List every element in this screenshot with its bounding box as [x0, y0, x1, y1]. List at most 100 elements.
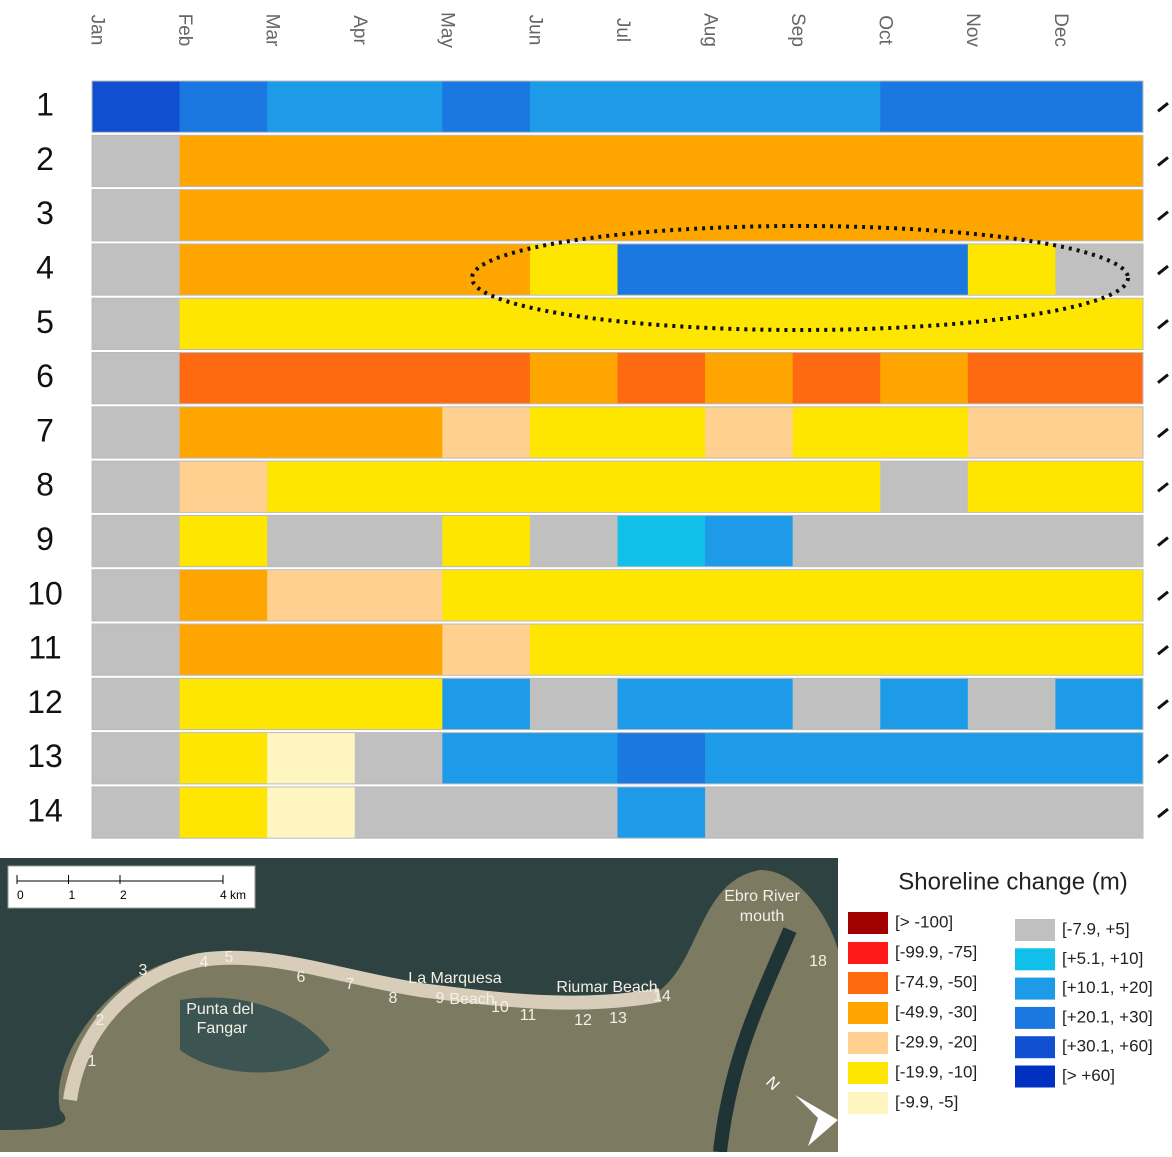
heatmap-cell — [267, 298, 355, 349]
x-tick-label: Nov — [962, 13, 983, 47]
legend-label: [+10.1, +20] — [1062, 978, 1153, 997]
heatmap-cell — [267, 135, 355, 186]
heatmap-cell — [880, 190, 968, 241]
x-tick-label: Aug — [699, 13, 720, 47]
legend-swatch — [1015, 919, 1055, 941]
heatmap-cell — [880, 461, 968, 512]
heatmap-cell — [618, 515, 706, 566]
legend-label: [-29.9, -20] — [895, 1032, 977, 1051]
heatmap-cell — [618, 407, 706, 458]
heatmap-cell — [968, 678, 1056, 729]
site-label: 4 — [200, 954, 209, 971]
heatmap-cell — [618, 461, 706, 512]
heatmap-cell — [180, 298, 268, 349]
x-tick-label: Oct — [875, 15, 896, 45]
heatmap-cell — [92, 624, 180, 675]
heatmap-cell — [705, 461, 793, 512]
heatmap-cell — [880, 135, 968, 186]
heatmap-cell — [880, 353, 968, 404]
legend-label: [-74.9, -50] — [895, 972, 977, 991]
heatmap-cell — [180, 515, 268, 566]
heatmap-cell — [618, 81, 706, 132]
y-tick-label: 13 — [27, 738, 63, 774]
heatmap-cell — [530, 407, 618, 458]
heatmap-cell — [793, 353, 881, 404]
y-tick-label: 9 — [36, 521, 54, 557]
heatmap-cell — [968, 787, 1056, 838]
heatmap-cell — [793, 135, 881, 186]
heatmap-cell — [1055, 298, 1143, 349]
heatmap-cell — [618, 244, 706, 295]
heatmap-cell — [180, 353, 268, 404]
x-tick-label: Mar — [262, 14, 283, 47]
heatmap-cell — [355, 244, 443, 295]
heatmap-cell — [793, 244, 881, 295]
x-tick-label: Jan — [86, 15, 107, 46]
y-tick-label: 5 — [36, 304, 54, 340]
site-label: 9 — [436, 990, 445, 1007]
row-arrow — [1158, 212, 1168, 220]
x-tick-label: Feb — [174, 14, 195, 47]
heatmap-cell — [530, 624, 618, 675]
heatmap-cell — [92, 570, 180, 621]
heatmap-cell — [530, 678, 618, 729]
heatmap-cell — [968, 407, 1056, 458]
heatmap-cell — [968, 515, 1056, 566]
site-label: 6 — [297, 969, 306, 986]
heatmap-cell — [618, 787, 706, 838]
heatmap-cell — [705, 515, 793, 566]
heatmap-cell — [793, 461, 881, 512]
x-tick-label: Jul — [612, 18, 633, 42]
scale-box — [8, 866, 255, 908]
heatmap-cell — [180, 190, 268, 241]
place-label: La Marquesa — [408, 970, 501, 987]
heatmap-cell — [92, 407, 180, 458]
heatmap-cell — [92, 461, 180, 512]
heatmap-cell — [92, 515, 180, 566]
heatmap-cell — [442, 407, 530, 458]
heatmap-cell — [180, 787, 268, 838]
heatmap-cell — [530, 787, 618, 838]
legend-label: [+5.1, +10] — [1062, 949, 1143, 968]
heatmap-cell — [442, 353, 530, 404]
heatmap-cell — [880, 787, 968, 838]
heatmap-cell — [880, 407, 968, 458]
heatmap-cell — [618, 135, 706, 186]
heatmap-cell — [442, 515, 530, 566]
legend-label: [-49.9, -30] — [895, 1002, 977, 1021]
heatmap-cell — [530, 244, 618, 295]
place-label: Ebro River — [724, 888, 800, 905]
heatmap-cell — [267, 733, 355, 784]
heatmap-cell — [880, 624, 968, 675]
heatmap-cell — [880, 515, 968, 566]
heatmap-cell — [267, 624, 355, 675]
heatmap-cell — [355, 298, 443, 349]
heatmap-cell — [267, 244, 355, 295]
legend-swatch — [848, 1032, 888, 1054]
y-tick-label: 8 — [36, 467, 54, 503]
heatmap-cell — [355, 733, 443, 784]
legend-swatch — [848, 972, 888, 994]
heatmap-cell — [530, 135, 618, 186]
heatmap-cell — [442, 135, 530, 186]
heatmap-cell — [442, 244, 530, 295]
y-tick-label: 2 — [36, 141, 54, 177]
heatmap-cell — [968, 624, 1056, 675]
legend-label: [> -100] — [895, 912, 953, 931]
heatmap-cell — [1055, 678, 1143, 729]
x-tick-label: May — [437, 12, 458, 48]
legend-label: [-99.9, -75] — [895, 942, 977, 961]
heatmap-cell — [793, 624, 881, 675]
heatmap-cell — [968, 81, 1056, 132]
heatmap-cell — [530, 733, 618, 784]
heatmap-cell — [968, 298, 1056, 349]
heatmap-cell — [793, 678, 881, 729]
x-tick-label: Apr — [349, 15, 370, 45]
site-label: 3 — [139, 962, 148, 979]
heatmap-cell — [180, 244, 268, 295]
heatmap-cell — [92, 678, 180, 729]
y-tick-label: 4 — [36, 250, 54, 286]
heatmap-cell — [355, 624, 443, 675]
heatmap-cell — [267, 461, 355, 512]
heatmap-cell — [1055, 515, 1143, 566]
